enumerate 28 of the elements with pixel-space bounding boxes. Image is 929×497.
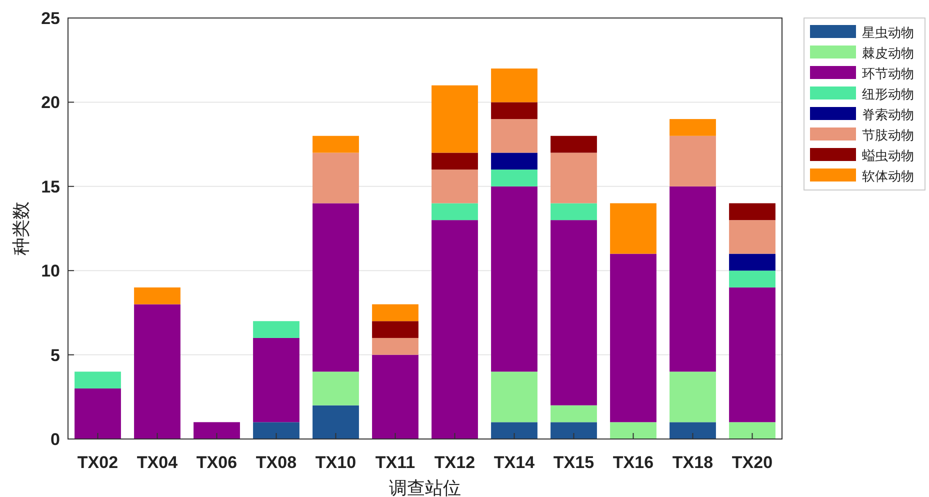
x-tick-label: TX14 [494,453,536,472]
legend-label: 星虫动物 [862,26,914,41]
x-tick-label: TX06 [196,453,238,472]
x-tick-label: TX15 [553,453,594,472]
y-tick-label: 5 [50,346,60,365]
legend-label: 节肢动物 [862,128,914,144]
x-axis-title: 调查站位 [389,478,461,497]
legend-label: 纽形动物 [862,88,914,102]
x-tick-label: TX20 [732,453,773,472]
legend-label: 螠虫动物 [862,149,914,164]
x-tick-label: TX08 [256,453,297,472]
y-tick-label: 15 [41,177,60,196]
y-tick-label: 25 [41,9,60,28]
legend-label: 棘皮动物 [862,46,914,62]
y-axis-title: 种类数 [11,202,32,256]
y-tick-label: 10 [41,262,60,281]
x-tick-label: TX16 [612,453,654,472]
x-tick-label: TX02 [77,453,118,472]
legend-label: 软体动物 [862,170,914,184]
x-tick-label: TX18 [672,453,714,472]
y-tick-label: 20 [41,93,60,112]
legend-label: 脊索动物 [862,108,914,123]
x-tick-label: TX11 [375,453,416,472]
legend-label: 环节动物 [862,67,914,82]
x-tick-label: TX12 [434,453,476,472]
y-tick-label: 0 [50,430,60,449]
x-tick-label: TX04 [136,453,178,472]
x-tick-label: TX10 [315,453,356,472]
